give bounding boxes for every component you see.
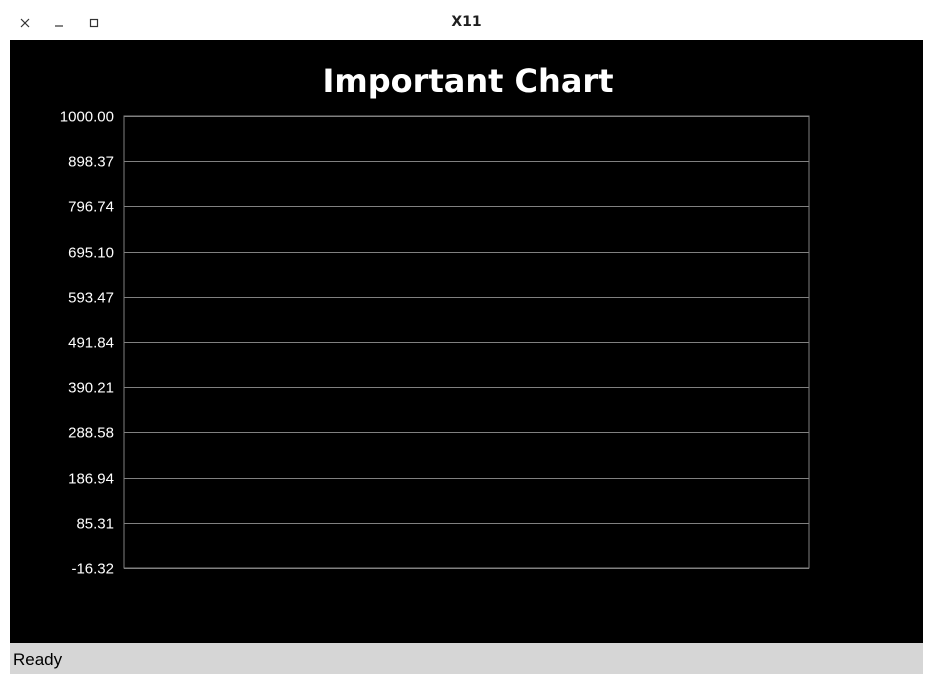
- y-tick-label: 288.58: [68, 425, 114, 442]
- y-tick-label: 796.74: [68, 199, 114, 216]
- y-tick-label: 390.21: [68, 380, 114, 397]
- maximize-icon[interactable]: [85, 14, 103, 32]
- y-tick-label: 898.37: [68, 154, 114, 171]
- y-tick-label: 186.94: [68, 471, 114, 488]
- y-axis-ticks: 1000.00 898.37 796.74 695.10 593.47 491.84 390…: [60, 109, 114, 578]
- chart-grid: [123, 115, 810, 569]
- y-tick-label: 1000.00: [60, 109, 114, 126]
- title-bar[interactable]: X11: [10, 8, 923, 40]
- status-bar: Ready: [10, 643, 923, 674]
- minimize-icon[interactable]: [50, 14, 68, 32]
- close-icon[interactable]: [16, 14, 34, 32]
- y-tick-label: 85.31: [76, 516, 114, 533]
- y-tick-label: -16.32: [71, 561, 114, 578]
- chart-area: Important Chart 1000.00 898.37 796.74 695.1…: [10, 40, 923, 643]
- chart-title: Important Chart: [323, 62, 614, 100]
- y-tick-label: 695.10: [68, 245, 114, 262]
- window-title: X11: [451, 14, 482, 30]
- y-tick-label: 491.84: [68, 335, 114, 352]
- status-text: Ready: [13, 650, 63, 669]
- y-tick-label: 593.47: [68, 290, 114, 307]
- chart: Important Chart 1000.00 898.37 796.74 695.1…: [60, 62, 810, 578]
